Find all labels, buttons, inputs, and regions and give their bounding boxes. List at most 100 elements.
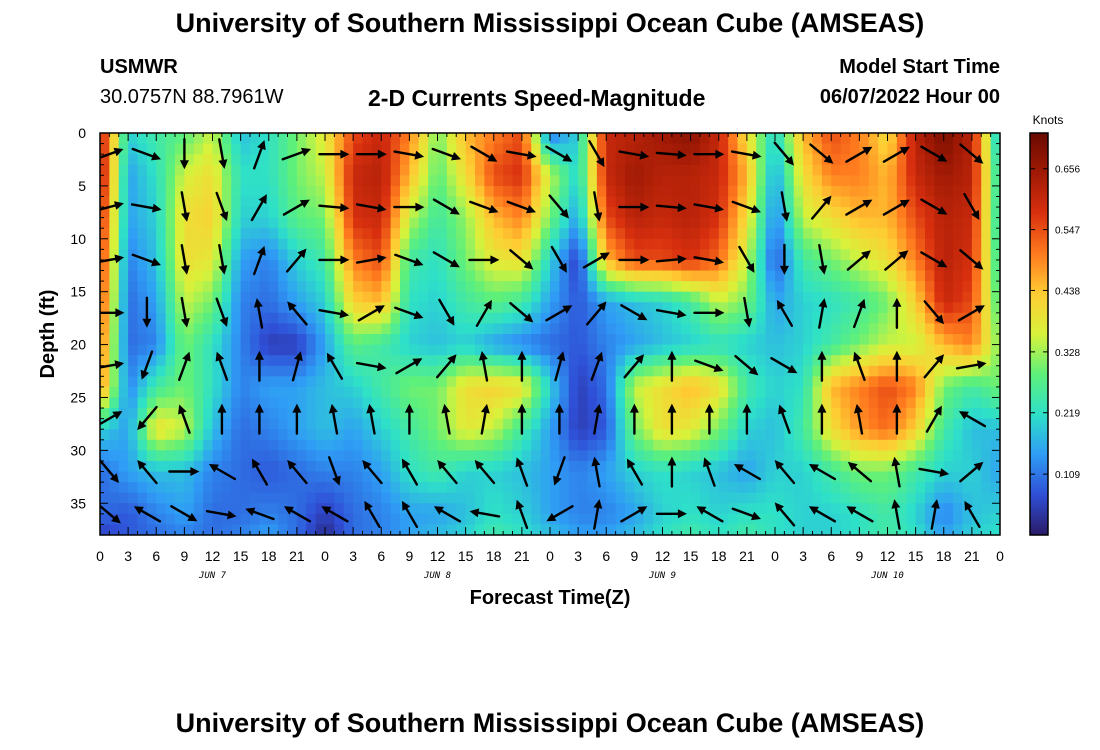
heatmap-cell — [643, 439, 654, 451]
heatmap-cell — [456, 355, 467, 367]
heatmap-cell — [868, 164, 879, 176]
heatmap-cell — [325, 376, 335, 388]
heatmap-cell — [981, 460, 992, 473]
heatmap-cell — [728, 334, 739, 346]
heatmap-cell — [296, 482, 307, 494]
heatmap-cell — [325, 450, 335, 462]
heatmap-cell — [859, 291, 870, 303]
current-vector — [254, 403, 264, 435]
vector-head — [808, 464, 819, 473]
heatmap-cell — [306, 344, 317, 356]
heatmap-cell — [840, 503, 851, 515]
vector-head — [437, 460, 447, 470]
heatmap-cell — [606, 312, 617, 325]
heatmap-cell — [465, 334, 476, 346]
heatmap-cell — [550, 154, 560, 166]
heatmap-cell — [681, 291, 692, 303]
vector-shaft — [959, 143, 981, 162]
heatmap-cell — [896, 175, 907, 187]
heatmap-cell — [446, 397, 457, 409]
heatmap-cell — [606, 249, 617, 261]
heatmap-cell — [278, 334, 289, 346]
vector-head — [853, 351, 862, 362]
heatmap-cell — [775, 376, 785, 388]
heatmap-cell — [587, 471, 598, 483]
heatmap-cell — [896, 312, 907, 325]
current-vector — [394, 253, 424, 267]
heatmap-cell — [381, 312, 392, 325]
heatmap-cell — [540, 281, 551, 293]
heatmap-cell — [765, 492, 776, 504]
heatmap-cell — [925, 154, 935, 166]
heatmap-cell — [409, 439, 420, 451]
vector-head — [215, 351, 225, 362]
heatmap-cell — [934, 365, 945, 377]
vector-head — [413, 257, 424, 267]
heatmap-cell — [521, 418, 532, 430]
heatmap-cell — [625, 397, 635, 409]
current-vector — [667, 456, 677, 488]
heatmap-cell — [175, 196, 185, 208]
heatmap-cell — [475, 238, 485, 250]
heatmap-cell — [400, 133, 410, 145]
heatmap-cell — [906, 376, 917, 388]
heatmap-cell — [634, 143, 645, 155]
heatmap-cell — [287, 217, 298, 229]
heatmap-cell — [268, 270, 279, 282]
heatmap-cell — [906, 185, 917, 198]
heatmap-cell — [821, 418, 832, 430]
heatmap-cell — [503, 164, 514, 176]
current-vector — [773, 141, 794, 166]
heatmap-cell — [850, 397, 860, 409]
heatmap-cell — [175, 143, 185, 155]
heatmap-cell — [634, 439, 645, 451]
heatmap-cell — [990, 133, 1000, 145]
heatmap-cell — [521, 460, 532, 473]
vector-shaft — [593, 407, 600, 435]
heatmap-cell — [362, 365, 373, 377]
heatmap-cell — [250, 281, 260, 293]
heatmap-cell — [531, 312, 542, 325]
heatmap-cell — [746, 386, 757, 399]
heatmap-cell — [503, 524, 514, 535]
heatmap-cell — [568, 196, 579, 208]
heatmap-cell — [306, 164, 317, 176]
heatmap-cell — [765, 482, 776, 494]
vector-shaft — [818, 301, 825, 329]
heatmap-cell — [868, 503, 879, 515]
heatmap-cell — [587, 524, 598, 535]
heatmap-cell — [418, 482, 429, 494]
heatmap-cell — [859, 175, 870, 187]
heatmap-cell — [643, 312, 654, 325]
vector-head — [973, 260, 984, 270]
heatmap-cell — [521, 344, 532, 356]
heatmap-cell — [793, 143, 804, 155]
heatmap-cell — [831, 259, 842, 272]
heatmap-cell — [521, 270, 532, 282]
heatmap-cell — [990, 386, 1000, 399]
heatmap-cell — [784, 175, 795, 187]
heatmap-cell — [831, 386, 842, 399]
heatmap-cell — [240, 418, 251, 430]
heatmap-cell — [118, 185, 129, 198]
heatmap-cell — [409, 270, 420, 282]
heatmap-cell — [493, 312, 504, 325]
heatmap-cell — [259, 408, 270, 420]
heatmap-cell — [568, 133, 579, 145]
heatmap-cell — [906, 281, 917, 293]
heatmap-cell — [568, 344, 579, 356]
heatmap-cell — [250, 312, 260, 325]
vector-shaft — [812, 507, 837, 523]
heatmap-cell — [343, 365, 354, 377]
heatmap-cell — [878, 386, 889, 399]
vector-shaft — [318, 204, 346, 210]
heatmap-cell — [221, 408, 232, 420]
heatmap-cell — [521, 164, 532, 176]
heatmap-cell — [803, 323, 814, 335]
heatmap-cell — [409, 513, 420, 526]
heatmap-cell — [821, 503, 832, 515]
heatmap-cell — [240, 228, 251, 240]
heatmap-cell — [381, 418, 392, 430]
heatmap-cell — [193, 365, 204, 377]
heatmap-cell — [390, 154, 401, 166]
